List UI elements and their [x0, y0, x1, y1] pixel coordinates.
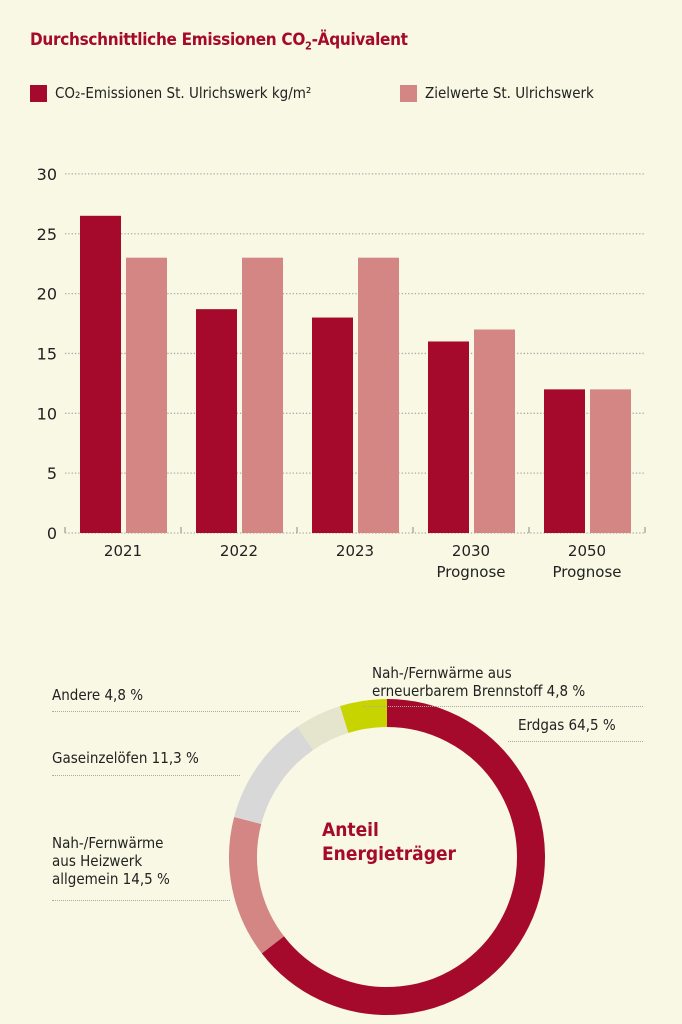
leader-line — [52, 900, 230, 901]
legend-targets: Zielwerte St. Ulrichswerk — [400, 84, 594, 102]
y-tick-label: 30 — [37, 165, 57, 184]
legend-emissions: CO₂-Emissionen St. Ulrichswerk kg/m² — [30, 84, 311, 102]
bar-target-2021 — [126, 257, 167, 533]
y-tick-label: 25 — [37, 225, 57, 244]
donut-slice-gaseinzeloefen — [234, 726, 314, 825]
donut-slice-andere — [297, 706, 349, 751]
x-tick-label: 2030 — [452, 542, 490, 560]
leader-line — [363, 706, 643, 707]
legend-swatch — [400, 84, 417, 102]
bar-target-2023 — [358, 257, 399, 533]
x-tick-label: Prognose — [552, 563, 621, 581]
bar-chart: 0 5 10 15 20 25 30 2021 2022 2023 2030 Prognose 2050… — [37, 165, 646, 581]
label-heizwerk: Nah-/Fernwärme aus Heizwerk allgemein 14,5… — [52, 834, 170, 888]
y-tick-label: 5 — [47, 464, 57, 483]
bar-emission-2050 — [544, 389, 585, 533]
donut-slice-heizwerk — [229, 816, 285, 954]
leader-line — [52, 711, 300, 712]
legend-swatch — [30, 84, 47, 102]
bar-emission-2023 — [312, 317, 353, 533]
donut-slice-erneuerbar — [340, 699, 388, 733]
bar-target-2022 — [242, 257, 283, 533]
bar-emission-2021 — [80, 215, 121, 534]
y-tick-label: 20 — [37, 285, 57, 304]
bar-target-2050 — [590, 389, 631, 533]
x-tick-label: Prognose — [436, 563, 505, 581]
x-tick-label: 2022 — [220, 542, 258, 560]
label-erneuerbar: Nah-/Fernwärme aus erneuerbarem Brennstof… — [372, 664, 586, 700]
x-tick-label: 2050 — [568, 542, 606, 560]
y-tick-label: 0 — [47, 524, 57, 543]
bar-target-2030 — [474, 329, 515, 533]
legend-label: Zielwerte St. Ulrichswerk — [425, 84, 594, 102]
x-tick-label: 2021 — [104, 542, 142, 560]
y-tick-label: 10 — [37, 404, 57, 423]
label-andere: Andere 4,8 % — [52, 686, 144, 704]
label-erdgas: Erdgas 64,5 % — [518, 716, 616, 734]
legend-label: CO₂-Emissionen St. Ulrichswerk kg/m² — [55, 84, 312, 102]
leader-line — [508, 741, 643, 742]
bar-emission-2022 — [196, 309, 237, 533]
y-tick-label: 15 — [37, 344, 57, 363]
donut-center-label: Anteil Energieträger — [322, 819, 456, 865]
x-tick-label: 2023 — [336, 542, 374, 560]
leader-line — [52, 775, 240, 776]
donut-slice-erdgas — [261, 699, 545, 1015]
label-gaseinzeloefen: Gaseinzelöfen 11,3 % — [52, 749, 199, 767]
bar-emission-2030 — [428, 341, 469, 533]
chart-title: Durchschnittliche Emissionen CO2-Äquival… — [30, 30, 408, 53]
